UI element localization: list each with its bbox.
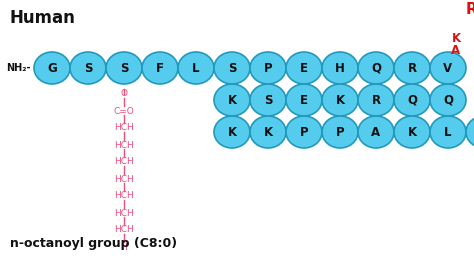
Text: A: A	[451, 44, 461, 58]
Text: P: P	[300, 125, 308, 139]
Text: F: F	[156, 61, 164, 75]
Text: Q: Q	[371, 61, 381, 75]
Ellipse shape	[214, 52, 250, 84]
Ellipse shape	[358, 84, 394, 116]
Text: NH₂-: NH₂-	[7, 63, 31, 73]
Ellipse shape	[394, 52, 430, 84]
Ellipse shape	[178, 52, 214, 84]
Text: L: L	[192, 61, 200, 75]
Ellipse shape	[214, 116, 250, 148]
Ellipse shape	[394, 84, 430, 116]
Text: n-octanoyl group (C8:0): n-octanoyl group (C8:0)	[10, 238, 177, 251]
Text: K: K	[408, 125, 417, 139]
Text: P: P	[336, 125, 344, 139]
Text: HCH: HCH	[114, 124, 134, 133]
Ellipse shape	[322, 52, 358, 84]
Text: H: H	[335, 61, 345, 75]
Ellipse shape	[466, 116, 474, 148]
Ellipse shape	[430, 84, 466, 116]
Text: Q: Q	[407, 93, 417, 107]
Ellipse shape	[106, 52, 142, 84]
Text: C=O: C=O	[114, 107, 134, 116]
Text: H: H	[120, 243, 128, 252]
Ellipse shape	[322, 84, 358, 116]
Text: HCH: HCH	[114, 157, 134, 166]
Text: O: O	[120, 90, 128, 99]
Ellipse shape	[250, 84, 286, 116]
Text: K: K	[264, 125, 273, 139]
Text: S: S	[84, 61, 92, 75]
Ellipse shape	[142, 52, 178, 84]
Ellipse shape	[430, 52, 466, 84]
Ellipse shape	[358, 52, 394, 84]
Ellipse shape	[394, 116, 430, 148]
Text: Human: Human	[10, 9, 76, 27]
Text: R: R	[372, 93, 381, 107]
Text: E: E	[300, 61, 308, 75]
Text: G: G	[47, 61, 57, 75]
Ellipse shape	[70, 52, 106, 84]
Ellipse shape	[250, 116, 286, 148]
Text: R: R	[408, 61, 417, 75]
Text: K: K	[336, 93, 345, 107]
Text: V: V	[444, 61, 453, 75]
Text: Rat: Rat	[466, 3, 474, 18]
Text: K: K	[451, 31, 461, 44]
Text: L: L	[444, 125, 452, 139]
Ellipse shape	[34, 52, 70, 84]
Ellipse shape	[214, 84, 250, 116]
Text: S: S	[120, 61, 128, 75]
Ellipse shape	[250, 52, 286, 84]
Text: S: S	[228, 61, 236, 75]
Ellipse shape	[286, 52, 322, 84]
Ellipse shape	[430, 116, 466, 148]
Ellipse shape	[358, 116, 394, 148]
Text: A: A	[372, 125, 381, 139]
Text: HCH: HCH	[114, 225, 134, 235]
Ellipse shape	[286, 116, 322, 148]
Text: HCH: HCH	[114, 208, 134, 217]
Text: HCH: HCH	[114, 141, 134, 149]
Text: K: K	[228, 93, 237, 107]
Text: S: S	[264, 93, 272, 107]
Text: P: P	[264, 61, 272, 75]
Ellipse shape	[286, 84, 322, 116]
Text: Q: Q	[443, 93, 453, 107]
Text: E: E	[300, 93, 308, 107]
Ellipse shape	[322, 116, 358, 148]
Text: HCH: HCH	[114, 191, 134, 200]
Text: K: K	[228, 125, 237, 139]
Text: HCH: HCH	[114, 174, 134, 183]
